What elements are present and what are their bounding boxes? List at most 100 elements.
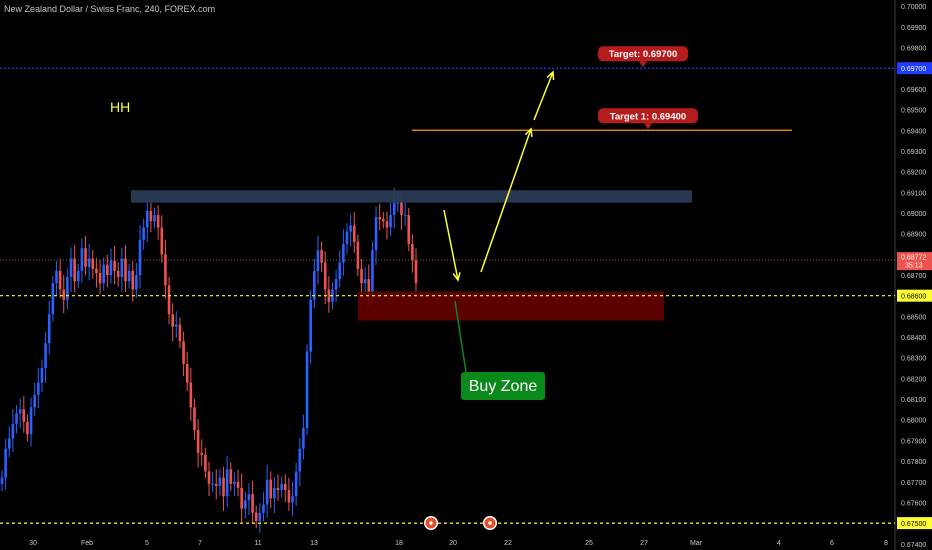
time-tick-label: 11: [254, 540, 261, 547]
candle-body: [251, 494, 254, 513]
buy-zone-label-box: [461, 372, 545, 400]
time-tick-label: 4: [777, 540, 781, 547]
candle-body: [153, 215, 156, 222]
event-icon-dot: [488, 521, 492, 525]
level-axis-tag: [897, 62, 932, 75]
candle-body: [229, 469, 233, 484]
candle-body: [109, 260, 113, 275]
candle-body: [87, 258, 91, 267]
candle-body: [120, 258, 124, 278]
arrow-down-to-zone: [443, 209, 459, 281]
candle-body: [225, 469, 229, 497]
level-axis-tag: [897, 289, 932, 302]
price-tick-label: 0.67400: [901, 542, 926, 549]
candle-body: [4, 448, 7, 478]
candle-body: [62, 289, 66, 300]
candle-body: [338, 262, 342, 280]
arrow-up-to-target-head: [546, 70, 555, 81]
candle-body: [403, 215, 407, 217]
candle-body: [298, 448, 302, 472]
candle-body: [138, 239, 142, 275]
price-tick-label: 0.67700: [901, 480, 926, 487]
candle-body: [171, 314, 174, 327]
buy-zone-label: Buy Zone: [469, 378, 538, 395]
candle-body: [95, 268, 98, 273]
candle-body: [244, 500, 247, 509]
candle-body: [66, 277, 69, 300]
time-tick-label: 20: [449, 540, 457, 547]
buy-zone-pointer: [454, 300, 467, 373]
target-label: Target: 0.69700: [598, 46, 688, 68]
candle-body: [414, 260, 418, 284]
price-tick-label: 0.68900: [901, 232, 926, 239]
candle-body: [287, 490, 291, 503]
candle-body: [131, 270, 135, 290]
candle-body: [240, 487, 243, 509]
candle-body: [214, 483, 218, 486]
candle-body: [124, 258, 127, 282]
candle-body: [22, 409, 26, 422]
candle-body: [193, 407, 196, 431]
candle-body: [0, 477, 4, 484]
price-tick-label: 0.68100: [901, 397, 926, 404]
candle-body: [15, 413, 18, 424]
candle-body: [18, 409, 22, 414]
price-tick-label: 0.67900: [901, 438, 926, 445]
target-1-label-pointer: [644, 123, 652, 130]
candle-body: [316, 250, 320, 271]
price-tick-label: 0.69800: [901, 46, 926, 53]
price-tick-label: 0.67600: [901, 500, 926, 507]
time-tick-label: 30: [29, 540, 37, 547]
candle-body: [327, 289, 331, 302]
candle-body: [371, 250, 374, 292]
candle-body: [204, 454, 207, 472]
price-tick-label: 0.69200: [901, 170, 926, 177]
candle-body: [305, 351, 309, 429]
target-label-bubble: [598, 46, 688, 62]
time-tick-label: 6: [830, 540, 834, 547]
candle-body: [98, 272, 102, 284]
candle-body: [356, 241, 360, 269]
candle-body: [396, 202, 400, 204]
candle-body: [7, 438, 11, 449]
arrow-up-to-target-1: [480, 128, 532, 273]
candle-body: [11, 423, 15, 439]
target-1-label: Target 1: 0.69400: [598, 108, 698, 130]
candle-body: [367, 279, 371, 292]
candle-body: [37, 382, 40, 395]
candle-body: [84, 248, 87, 267]
candle-body: [167, 285, 171, 315]
candle-body: [382, 219, 385, 222]
price-tick-label: 0.68400: [901, 335, 926, 342]
candle-body: [265, 479, 269, 505]
candlestick-series: [0, 187, 418, 534]
candle-body: [80, 248, 84, 271]
candle-body: [258, 512, 262, 522]
candle-body: [280, 483, 283, 491]
candle-body: [320, 250, 323, 263]
target-1-label-bubble: [598, 108, 698, 124]
candle-body: [178, 324, 182, 342]
candle-body: [69, 258, 73, 278]
candle-body: [73, 258, 76, 282]
candle-body: [276, 487, 280, 491]
candle-body: [182, 341, 185, 364]
candle-body: [352, 225, 356, 242]
candle-body: [156, 215, 160, 228]
price-tick-label: 0.69400: [901, 128, 926, 135]
hh-annotation: HH: [110, 99, 130, 115]
candle-body: [323, 262, 327, 290]
candle-body: [309, 299, 312, 352]
current-price-tag: [897, 252, 932, 271]
time-tick-label: 27: [640, 540, 648, 547]
candle-body: [254, 512, 258, 522]
candle-body: [76, 270, 80, 282]
price-tick-label: 0.68300: [901, 356, 926, 363]
time-tick-label: 25: [585, 540, 593, 547]
candle-body: [407, 215, 411, 244]
candle-body: [374, 217, 378, 251]
candle-body: [389, 215, 392, 228]
candle-body: [345, 231, 349, 244]
arrow-up-to-target: [533, 71, 554, 121]
